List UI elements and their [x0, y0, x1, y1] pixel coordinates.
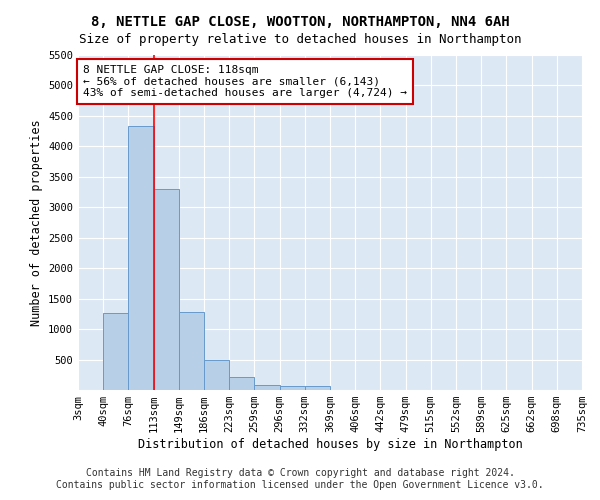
Bar: [280, 386, 305, 390]
X-axis label: Distribution of detached houses by size in Northampton: Distribution of detached houses by size …: [137, 438, 523, 451]
Text: Size of property relative to detached houses in Northampton: Size of property relative to detached ho…: [79, 32, 521, 46]
Bar: [154, 189, 179, 390]
Bar: [254, 384, 280, 390]
Bar: [103, 314, 128, 390]
Bar: [179, 312, 204, 390]
Bar: [229, 376, 254, 390]
Text: 8 NETTLE GAP CLOSE: 118sqm
← 56% of detached houses are smaller (6,143)
43% of s: 8 NETTLE GAP CLOSE: 118sqm ← 56% of deta…: [83, 65, 407, 98]
Text: 8, NETTLE GAP CLOSE, WOOTTON, NORTHAMPTON, NN4 6AH: 8, NETTLE GAP CLOSE, WOOTTON, NORTHAMPTO…: [91, 15, 509, 29]
Bar: [128, 126, 154, 390]
Y-axis label: Number of detached properties: Number of detached properties: [29, 119, 43, 326]
Bar: [204, 360, 229, 390]
Bar: [305, 386, 330, 390]
Text: Contains HM Land Registry data © Crown copyright and database right 2024.
Contai: Contains HM Land Registry data © Crown c…: [56, 468, 544, 490]
